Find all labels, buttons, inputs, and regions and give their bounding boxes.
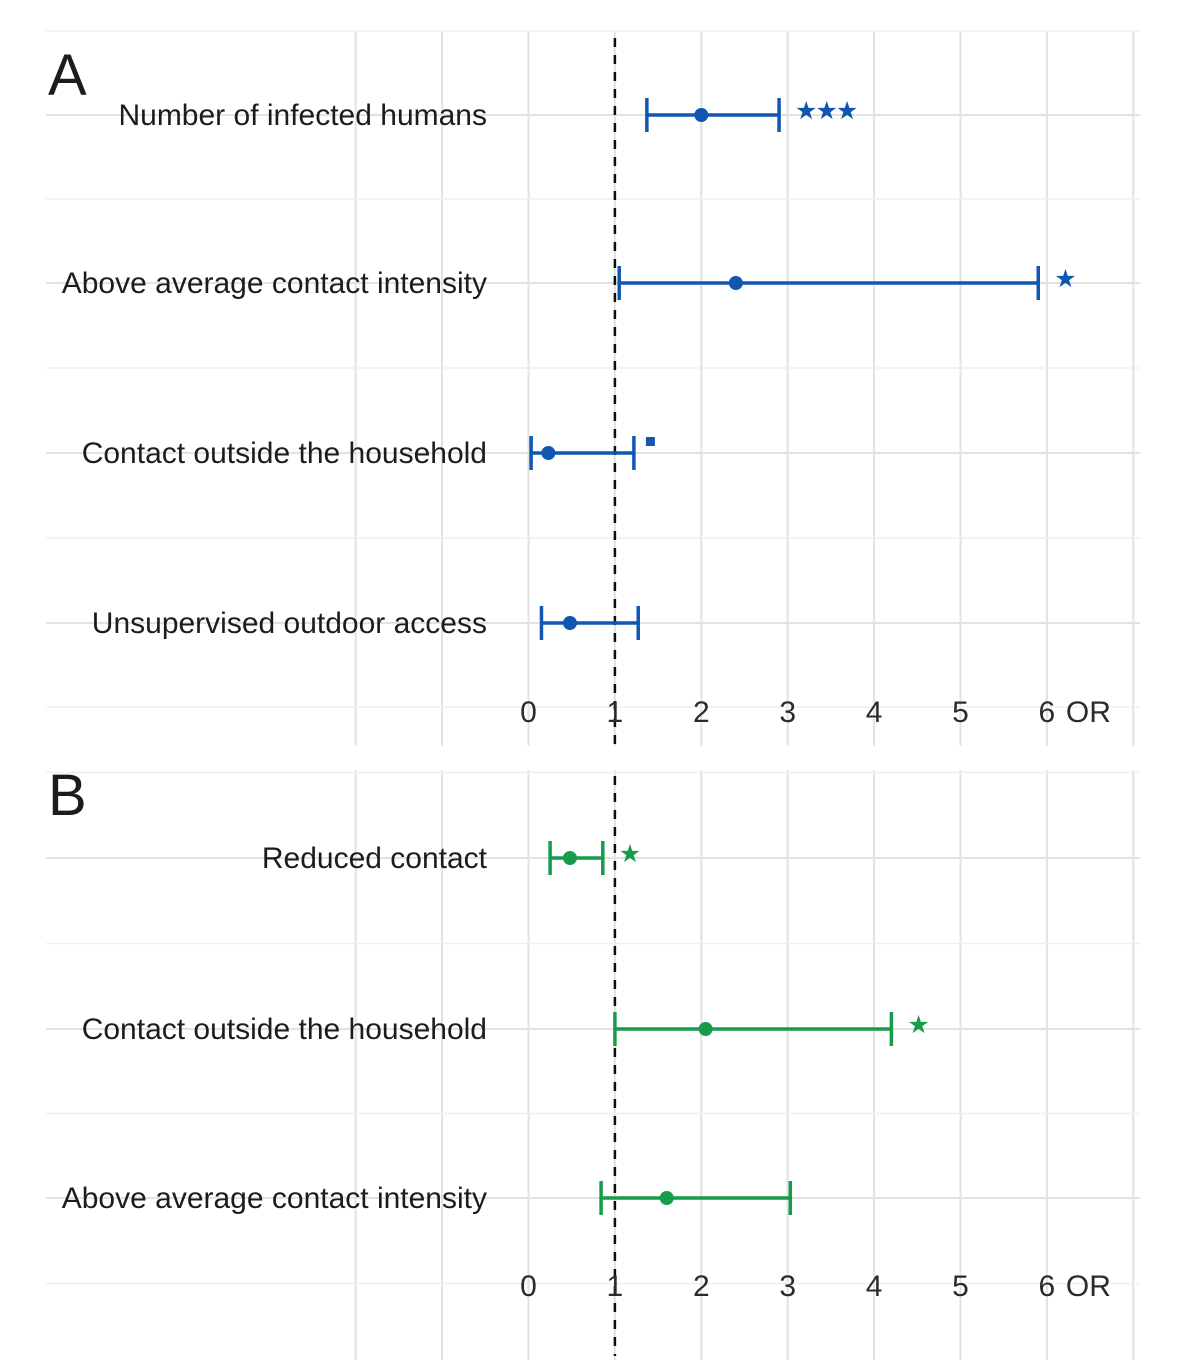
forest-row: ★ Reduced contact bbox=[262, 839, 642, 875]
x-axis-tick-label: 6 bbox=[1039, 696, 1056, 729]
point-estimate-dot bbox=[562, 851, 577, 865]
or-axis-unit-label: OR bbox=[1066, 1270, 1111, 1303]
point-estimate-dot bbox=[694, 108, 709, 122]
forest-row: ★ Above average contact intensity bbox=[62, 264, 1077, 300]
point-estimate-dot bbox=[698, 1022, 713, 1036]
x-axis-tick-label: 6 bbox=[1039, 1270, 1056, 1303]
point-estimate-dot bbox=[562, 616, 577, 630]
x-axis-tick-label: 3 bbox=[779, 696, 796, 729]
panel-B: ★ Reduced contact ★ Contact outside the hou… bbox=[46, 763, 1140, 1360]
significance-stars: ★ bbox=[1054, 264, 1075, 293]
x-axis-tick-label: 0 bbox=[520, 696, 537, 729]
x-axis-tick-label: 4 bbox=[866, 1270, 883, 1303]
forest-row: ★ Contact outside the household bbox=[82, 1010, 930, 1046]
x-axis-tick-label: 0 bbox=[520, 1270, 537, 1303]
x-axis-tick-label: 1 bbox=[607, 696, 624, 729]
panel-letter-B: B bbox=[48, 763, 87, 828]
category-label: Reduced contact bbox=[262, 842, 488, 875]
category-label: Unsupervised outdoor access bbox=[92, 607, 487, 640]
forest-row: Unsupervised outdoor access bbox=[92, 606, 640, 640]
category-label: Number of infected humans bbox=[118, 99, 487, 132]
point-estimate-dot bbox=[659, 1191, 674, 1205]
x-axis-tick-label: 5 bbox=[952, 1270, 969, 1303]
x-axis-tick-label: 2 bbox=[693, 696, 710, 729]
significance-stars: ★ bbox=[907, 1010, 928, 1039]
x-axis-tick-label: 2 bbox=[693, 1270, 710, 1303]
panel-letter-A: A bbox=[48, 43, 87, 108]
x-axis-tick-label: 4 bbox=[866, 696, 883, 729]
panel-A: ★★★ Number of infected humans ★ Above avera… bbox=[46, 30, 1140, 746]
point-estimate-dot bbox=[728, 276, 743, 290]
category-label: Above average contact intensity bbox=[62, 1182, 487, 1215]
point-estimate-dot bbox=[541, 446, 556, 460]
category-label: Contact outside the household bbox=[82, 437, 487, 470]
category-label: Above average contact intensity bbox=[62, 267, 487, 300]
significance-dot-marker bbox=[645, 437, 655, 446]
significance-stars: ★ bbox=[619, 839, 640, 868]
x-axis-tick-label: 5 bbox=[952, 696, 969, 729]
category-label: Contact outside the household bbox=[82, 1013, 487, 1046]
significance-stars: ★★★ bbox=[795, 96, 857, 125]
forest-row: ★★★ Number of infected humans bbox=[118, 96, 859, 132]
forest-row: Contact outside the household bbox=[82, 436, 655, 470]
x-axis-tick-label: 3 bbox=[779, 1270, 796, 1303]
forest-row: Above average contact intensity bbox=[62, 1181, 793, 1215]
or-axis-unit-label: OR bbox=[1066, 696, 1111, 729]
x-axis-tick-label: 1 bbox=[607, 1270, 624, 1303]
